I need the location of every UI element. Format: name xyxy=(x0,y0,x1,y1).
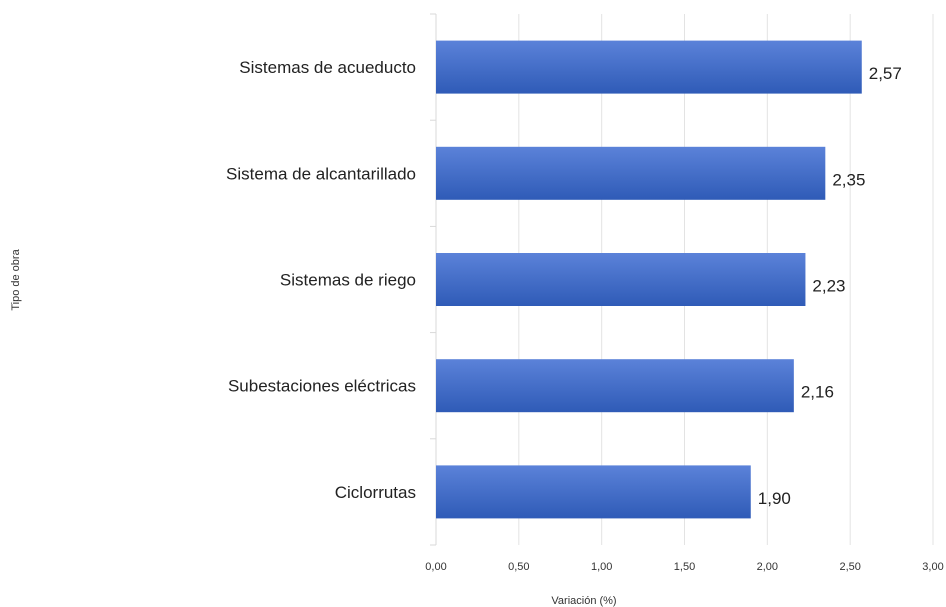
x-tick-label: 3,00 xyxy=(922,561,943,573)
bar xyxy=(436,146,826,200)
y-axis-title: Tipo de obra xyxy=(10,248,22,310)
data-label: 2,23 xyxy=(812,277,845,296)
x-axis-title: Variación (%) xyxy=(551,595,616,607)
bar xyxy=(436,253,806,306)
x-tick-label: 1,50 xyxy=(674,561,695,573)
data-label: 2,16 xyxy=(801,383,834,402)
x-tick-label: 1,00 xyxy=(591,561,612,573)
category-label: Subestaciones eléctricas xyxy=(228,377,416,396)
data-label: 2,35 xyxy=(832,170,865,189)
labels: Sistemas de acueducto 2,57 Sistema de alca… xyxy=(226,58,902,508)
x-tick-label: 2,50 xyxy=(839,561,860,573)
gridlines xyxy=(430,13,934,546)
bar xyxy=(436,359,794,413)
x-tick-label: 0,00 xyxy=(425,561,446,573)
bars xyxy=(436,40,862,519)
data-label: 1,90 xyxy=(758,489,791,508)
bar xyxy=(436,40,862,94)
data-label: 2,57 xyxy=(869,64,902,83)
category-label: Sistemas de riego xyxy=(280,271,416,290)
category-label: Sistemas de acueducto xyxy=(239,58,416,77)
category-label: Ciclorrutas xyxy=(335,483,416,502)
category-label: Sistema de alcantarillado xyxy=(226,164,416,183)
x-axis-ticks: 0,00 0,50 1,00 1,50 2,00 2,50 3,00 xyxy=(425,561,943,573)
bar xyxy=(436,465,751,519)
x-tick-label: 2,00 xyxy=(757,561,778,573)
x-tick-label: 0,50 xyxy=(508,561,529,573)
